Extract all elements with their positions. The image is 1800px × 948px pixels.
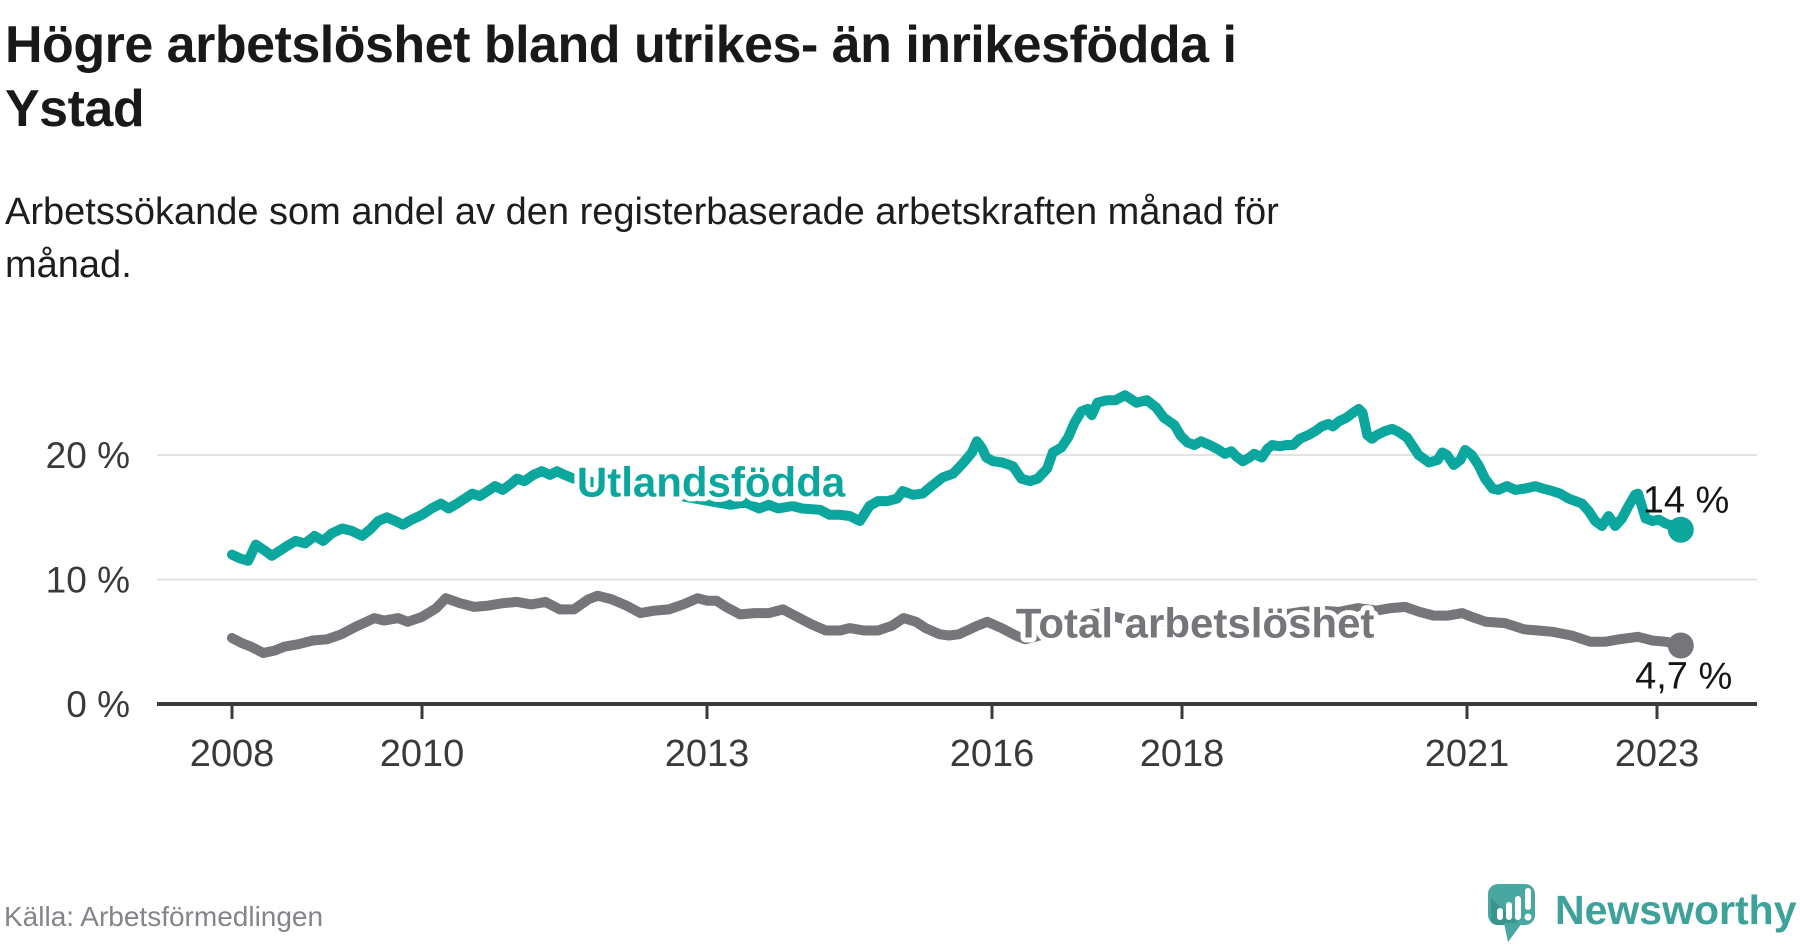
title-line: Ystad (5, 80, 145, 138)
logo-exclamation-icon (1525, 888, 1531, 910)
x-tick-label-2010: 2010 (380, 733, 465, 775)
series-line-total (227, 590, 1686, 658)
x-tick-label-2013: 2013 (665, 733, 750, 775)
y-tick-label-0pct: 0 % (66, 684, 130, 725)
logo-bar-icon (1497, 908, 1503, 920)
x-tick-label-2023: 2023 (1615, 733, 1700, 775)
page-subtitle: Arbetssökande som andel av den registerb… (5, 186, 1745, 292)
page-title: Högre arbetslöshet bland utrikes- än inr… (5, 13, 1745, 141)
subtitle-line: månad. (5, 244, 132, 286)
logo-bar-icon (1515, 896, 1521, 920)
series-label-total: Total arbetslöshet (1016, 599, 1375, 646)
annotation-total-end-value: 4,7 % (1635, 655, 1732, 697)
newsworthy-brand: Newsworthy (1488, 884, 1797, 948)
newsworthy-logo-icon (1488, 884, 1535, 942)
x-tick-label-2016: 2016 (950, 733, 1035, 775)
series-label-utlandsfodda: Utlandsfödda (577, 459, 846, 506)
brand-name: Newsworthy (1555, 887, 1797, 933)
logo-exclamation-dot-icon (1524, 913, 1532, 921)
y-tick-label-10pct: 10 % (46, 560, 130, 601)
x-tick-label-2021: 2021 (1425, 733, 1510, 775)
title-line: Högre arbetslöshet bland utrikes- än inr… (5, 16, 1237, 74)
series-line-utlandsfodda (227, 390, 1686, 566)
annotation-utlandsfodda-end-value: 14 % (1643, 479, 1730, 521)
source-attribution: Källa: Arbetsförmedlingen (4, 901, 324, 932)
x-tick-label-2018: 2018 (1140, 733, 1225, 775)
end-dot-utlandsfodda (1667, 516, 1694, 543)
y-tick-label-20pct: 20 % (46, 435, 130, 476)
logo-bar-icon (1506, 902, 1512, 920)
subtitle-line: Arbetssökande som andel av den registerb… (5, 191, 1279, 233)
end-dot-total (1667, 632, 1694, 659)
x-tick-label-2008: 2008 (190, 733, 275, 775)
